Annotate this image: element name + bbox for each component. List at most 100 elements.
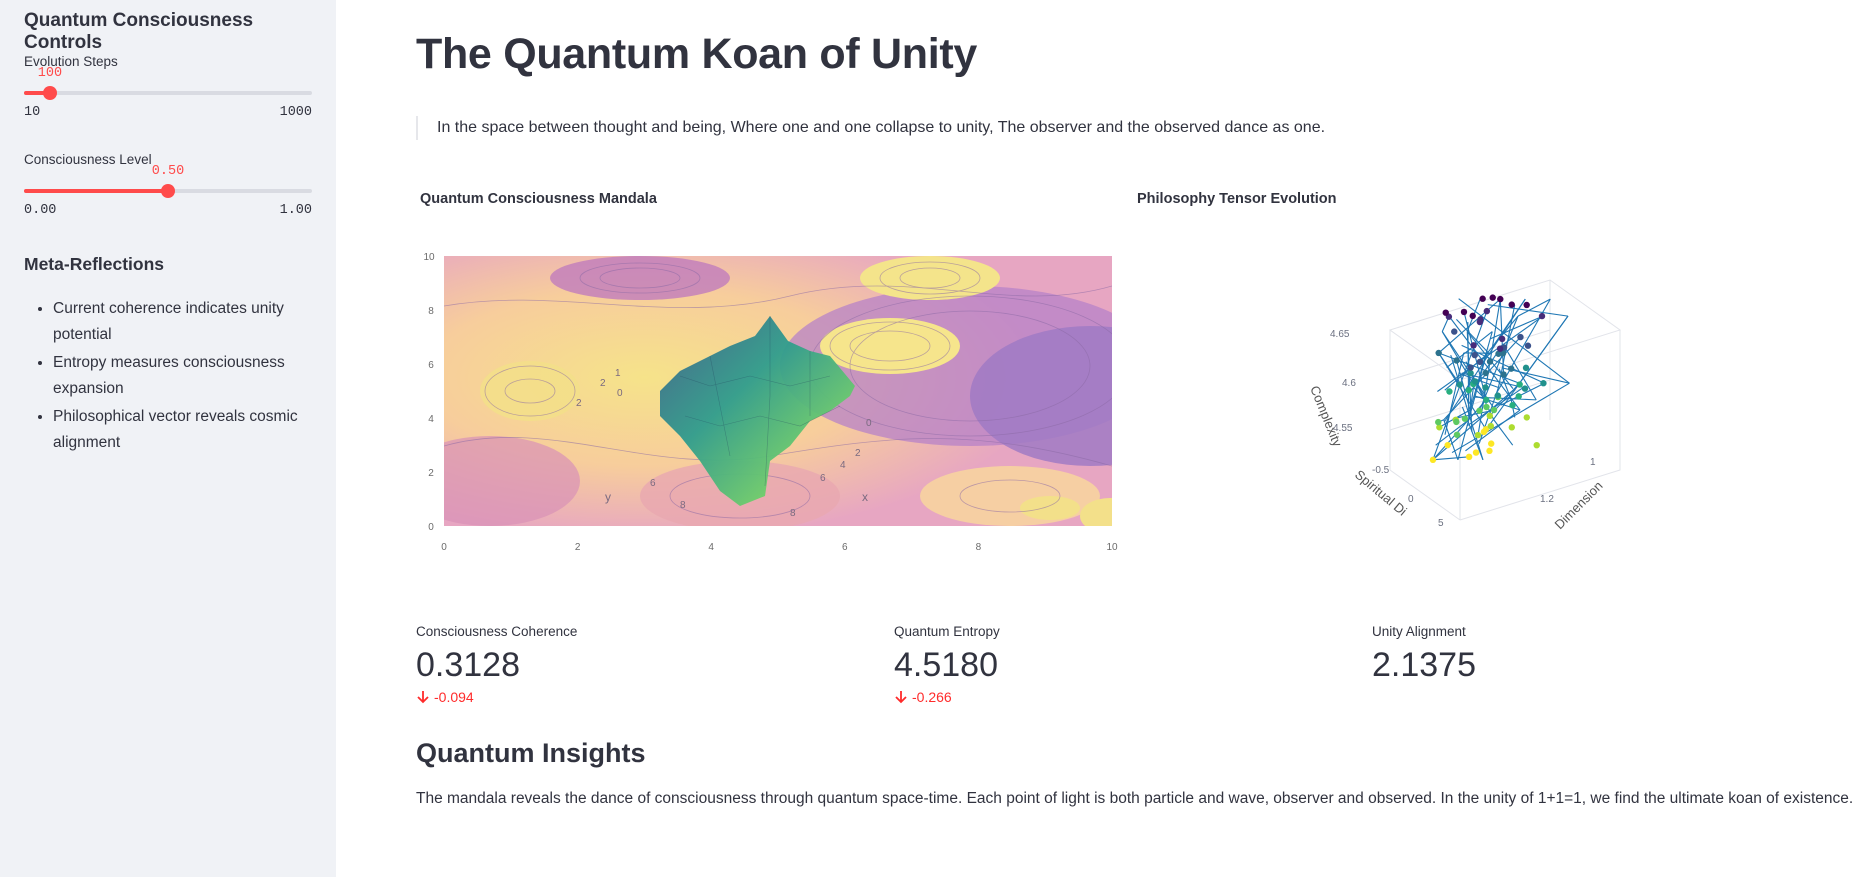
consciousness-level-label: Consciousness Level [24, 152, 152, 167]
tensor-point [1436, 424, 1443, 431]
tensor-point [1476, 358, 1484, 366]
sidebar-title: Quantum Consciousness Controls [24, 10, 254, 53]
tensor-point [1494, 392, 1501, 399]
tensor-line [1517, 298, 1551, 317]
svg-text:0: 0 [428, 522, 434, 533]
tensor-line [1457, 353, 1488, 460]
evolution-steps-value: 100 [37, 66, 63, 81]
svg-text:5: 5 [1438, 518, 1444, 529]
tensor-line [1500, 382, 1545, 406]
tensor-line [1432, 456, 1470, 461]
tensor-point [1471, 378, 1479, 385]
tensor-point [1467, 364, 1474, 371]
tensor-line [1487, 304, 1569, 317]
evolution-steps-min: 10 [24, 105, 41, 120]
svg-text:10: 10 [1106, 542, 1118, 553]
insights-text: The mandala reveals the dance of conscio… [416, 790, 1853, 807]
svg-text:6: 6 [820, 473, 826, 484]
svg-text:2: 2 [855, 448, 861, 459]
tensor-line [1489, 315, 1544, 340]
tensor-point [1471, 351, 1478, 359]
tensor-point [1490, 406, 1498, 414]
tensor-line [1493, 419, 1514, 446]
mandala-surface [660, 316, 855, 506]
tensor-point [1486, 358, 1494, 365]
tensor-point [1523, 414, 1530, 421]
page-title: The Quantum Koan of Unity [416, 30, 978, 78]
tensor-point [1476, 407, 1483, 414]
svg-text:0: 0 [441, 542, 447, 553]
metric-value: 2.1375 [1372, 646, 1476, 684]
tensor-point [1467, 369, 1474, 377]
consciousness-level-track[interactable] [24, 184, 312, 198]
tensor-point [1446, 388, 1453, 395]
tensor-point [1509, 402, 1516, 409]
reflection-item: Entropy measures consciousness expansion [53, 350, 343, 402]
svg-text:2: 2 [575, 542, 581, 553]
metric-label: Quantum Entropy [894, 624, 1000, 639]
evolution-steps-track[interactable] [24, 86, 312, 100]
tensor-point [1472, 449, 1480, 456]
tensor-point [1500, 371, 1507, 378]
svg-text:4: 4 [708, 542, 714, 553]
meta-reflections-list: Current coherence indicates unity potent… [24, 296, 343, 458]
tensor-point [1444, 441, 1451, 449]
tensor-point [1515, 393, 1522, 400]
tensor-point [1469, 312, 1476, 320]
svg-text:2: 2 [576, 398, 582, 409]
mandala-axes: 0 2 4 6 8 10 0 2 4 6 8 10 [423, 252, 1118, 553]
svg-text:4.55: 4.55 [1333, 423, 1353, 434]
tensor-point [1508, 301, 1515, 308]
svg-text:10: 10 [423, 252, 435, 263]
evolution-steps-slider[interactable]: Evolution Steps 100 10 1000 [24, 54, 312, 120]
tensor-points [1429, 294, 1547, 464]
tensor-chart[interactable]: 4.65 4.6 4.55 -0.5 0 5 1 1.2 Complexity … [1290, 270, 1670, 540]
svg-text:Complexity: Complexity [1307, 384, 1345, 450]
svg-text:1: 1 [615, 368, 621, 379]
reflection-item: Current coherence indicates unity potent… [53, 296, 343, 348]
tensor-point [1487, 422, 1494, 430]
evolution-steps-max: 1000 [279, 105, 312, 120]
tensor-point [1483, 403, 1490, 411]
svg-text:-0.5: -0.5 [1372, 465, 1390, 476]
tensor-point [1483, 307, 1491, 315]
tensor-point [1540, 380, 1547, 387]
koan-quote: In the space between thought and being, … [416, 116, 1325, 140]
svg-text:0: 0 [617, 388, 623, 399]
svg-text:8: 8 [680, 500, 686, 511]
reflection-item: Philosophical vector reveals cosmic alig… [53, 404, 343, 456]
tensor-point [1482, 369, 1489, 377]
tensor-point [1482, 384, 1489, 391]
evolution-steps-label: Evolution Steps [24, 54, 118, 69]
tensor-point [1507, 365, 1515, 372]
tensor-point [1488, 440, 1495, 447]
svg-text:y: y [605, 490, 611, 504]
tensor-line [1456, 319, 1490, 354]
tensor-point [1453, 431, 1461, 438]
mandala-chart-title: Quantum Consciousness Mandala [420, 191, 657, 207]
tensor-point [1480, 428, 1488, 436]
svg-text:8: 8 [790, 508, 796, 519]
tensor-point [1453, 357, 1460, 364]
svg-text:6: 6 [842, 542, 848, 553]
svg-text:x: x [862, 490, 868, 504]
svg-text:1: 1 [1590, 457, 1596, 468]
tensor-point [1508, 424, 1515, 431]
svg-text:0: 0 [1408, 494, 1414, 505]
tensor-point [1435, 349, 1442, 357]
svg-text:8: 8 [428, 306, 434, 317]
svg-text:4.6: 4.6 [1342, 378, 1356, 389]
tensor-point [1489, 294, 1496, 301]
tensor-point [1474, 431, 1482, 439]
tensor-line [1518, 315, 1569, 384]
consciousness-level-slider[interactable]: Consciousness Level 0.50 0.00 1.00 [24, 152, 312, 218]
evolution-steps-thumb[interactable] [42, 86, 57, 100]
consciousness-level-thumb[interactable] [161, 184, 175, 198]
tensor-line [1467, 322, 1470, 420]
metric-delta: -0.094 [416, 689, 577, 705]
consciousness-level-value: 0.50 [151, 164, 185, 179]
tensor-point [1435, 418, 1442, 426]
metric-unity-alignment: Unity Alignment 2.1375 [1372, 624, 1476, 685]
